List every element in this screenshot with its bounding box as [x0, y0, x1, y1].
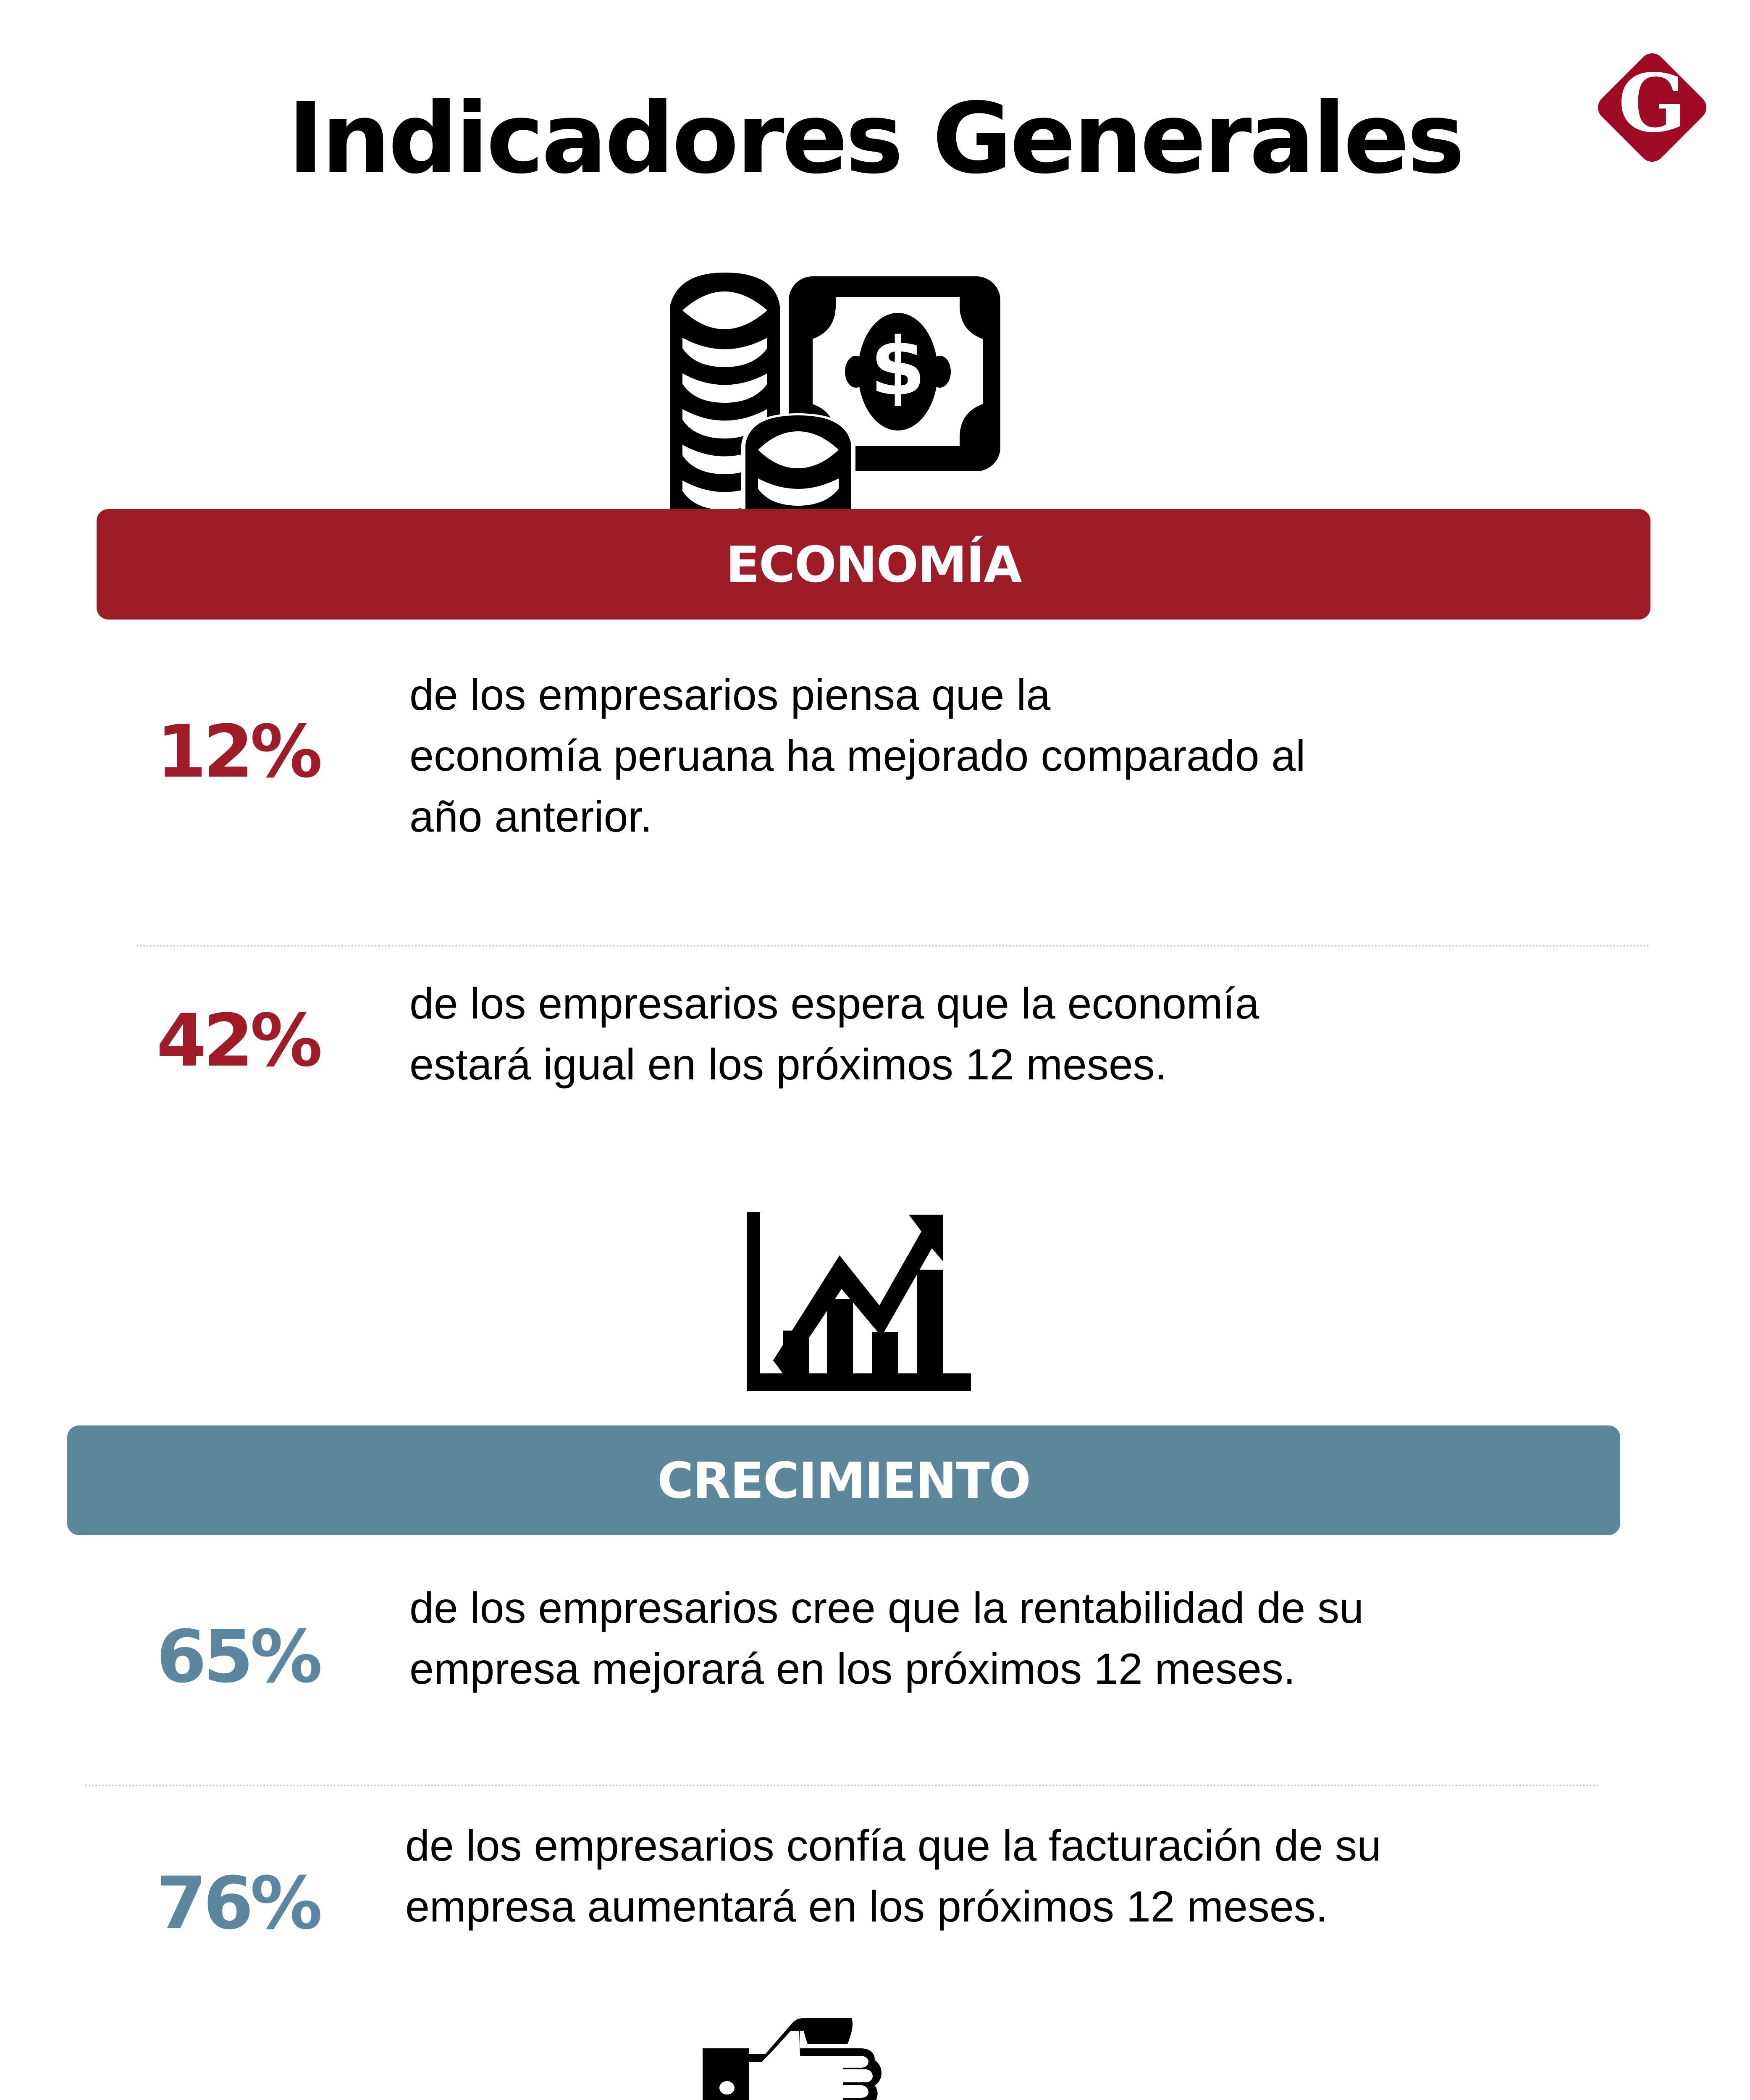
stat-description: de los empresarios piensa que la economí… — [409, 671, 1306, 841]
section-header-crecimiento: CRECIMIENTO — [67, 1425, 1620, 1535]
stat-description: de los empresarios espera que la economí… — [409, 979, 1259, 1089]
g-logo-icon: G — [1598, 53, 1706, 162]
stat-value-42: 42% — [156, 998, 323, 1083]
row-divider — [85, 1785, 1600, 1786]
svg-text:G: G — [1618, 56, 1686, 150]
stat-value-76: 76% — [156, 1861, 323, 1945]
brand-logo: G — [1587, 42, 1718, 173]
stat-value-12: 12% — [156, 709, 323, 794]
section-header-economia: ECONOMÍA — [97, 509, 1650, 620]
stat-value-65: 65% — [156, 1614, 323, 1699]
row-divider — [136, 945, 1650, 947]
svg-text:$: $ — [870, 320, 926, 413]
growth-chart-icon — [747, 1212, 971, 1391]
page-title: Indicadores Generales — [287, 82, 1465, 195]
stat-description: de los empresarios confía que la factura… — [405, 1822, 1382, 1931]
stat-description: de los empresarios cree que la rentabili… — [409, 1584, 1364, 1693]
hand-money-bag-icon: $ — [703, 2014, 900, 2100]
